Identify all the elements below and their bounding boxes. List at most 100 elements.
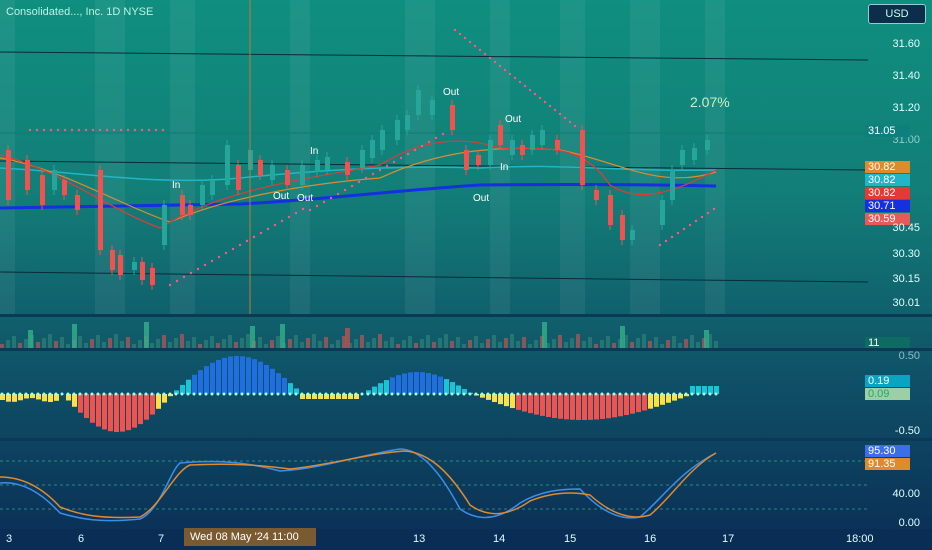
sar-dot	[77, 128, 81, 132]
osc-bar	[600, 394, 605, 419]
zero-dot	[24, 392, 28, 396]
stochastic-pane[interactable]	[0, 441, 868, 529]
zero-dot	[618, 392, 622, 396]
candle	[150, 268, 155, 285]
osc-bar	[480, 394, 485, 398]
volume-bar	[42, 338, 46, 348]
volume-bar	[684, 339, 688, 348]
price-pane[interactable]: Consolidated..., Inc. 1D NYSE 2.07% In I…	[0, 0, 868, 314]
candle	[370, 140, 375, 158]
zero-dot	[702, 392, 706, 396]
volume-pane[interactable]	[0, 317, 868, 348]
oscillator-pane[interactable]	[0, 351, 868, 438]
candle	[325, 157, 330, 170]
sar-dot	[483, 52, 487, 56]
time-axis[interactable]	[0, 529, 932, 550]
pane-divider[interactable]	[0, 348, 932, 351]
volume-bar	[516, 341, 520, 348]
volume-bar	[24, 339, 28, 348]
volume-bar	[600, 340, 604, 348]
volume-bar	[606, 336, 610, 348]
sar-dot	[322, 200, 326, 204]
candle	[510, 140, 515, 155]
zero-dot	[78, 392, 82, 396]
sar-dot	[406, 152, 410, 156]
volume-bar	[90, 339, 94, 348]
price-tick: 31.20	[892, 102, 920, 114]
volume-bar	[504, 338, 508, 348]
currency-button[interactable]: USD	[868, 4, 926, 24]
zero-dot	[474, 392, 478, 396]
pane-divider[interactable]	[0, 314, 932, 317]
sar-dot	[371, 172, 375, 176]
volume-bar	[258, 337, 262, 348]
osc-bar	[576, 394, 581, 420]
candle	[555, 140, 560, 150]
session-band	[290, 0, 310, 314]
volume-bar	[378, 334, 382, 348]
osc-bar	[456, 385, 461, 394]
volume-bar	[474, 336, 478, 348]
sar-dot	[712, 207, 716, 211]
volume-bar	[510, 334, 514, 348]
osc-bar	[552, 394, 557, 418]
zero-dot	[354, 392, 358, 396]
zero-dot	[324, 392, 328, 396]
volume-bar	[492, 335, 496, 348]
sar-dot	[468, 40, 472, 44]
volume-bar	[300, 342, 304, 348]
volume-bar	[654, 337, 658, 348]
sar-dot	[385, 164, 389, 168]
zero-dot	[246, 392, 250, 396]
pane-divider[interactable]	[0, 438, 932, 441]
osc-bar	[210, 362, 215, 394]
volume-bar	[372, 338, 376, 348]
volume-bar	[714, 341, 718, 348]
signal-label: In	[310, 146, 319, 157]
candle	[416, 90, 421, 115]
osc-bar	[258, 361, 263, 394]
price-axis[interactable]: USD 31.60 31.40 31.20 31.00 31.05 30.82 …	[865, 0, 932, 314]
zero-dot	[534, 392, 538, 396]
zero-dot	[696, 392, 700, 396]
zero-dot	[684, 392, 688, 396]
volume-bar	[0, 344, 4, 348]
sar-dot	[49, 128, 53, 132]
volume-bar	[558, 335, 562, 348]
osc-bar	[408, 372, 413, 394]
volume-tag: 11	[865, 337, 910, 349]
volume-bar	[594, 344, 598, 348]
zero-dot	[294, 392, 298, 396]
zero-dot	[156, 392, 160, 396]
time-label: 16	[644, 533, 657, 545]
volume-bar	[156, 339, 160, 348]
sar-dot	[392, 160, 396, 164]
ma-orange-line	[0, 147, 717, 223]
osc-bar	[690, 386, 695, 394]
volume-bar	[612, 343, 616, 348]
sar-dot	[126, 128, 130, 132]
osc-bar	[30, 394, 35, 399]
signal-label: In	[500, 162, 509, 173]
zero-dot	[594, 392, 598, 396]
osc-tag: 0.19	[865, 375, 910, 387]
sar-dot	[558, 112, 562, 116]
volume-bar	[414, 343, 418, 348]
symbol-title: Consolidated..., Inc. 1D NYSE	[6, 6, 154, 18]
volume-bar	[318, 341, 322, 348]
candle	[594, 190, 599, 200]
sar-dot	[63, 128, 67, 132]
osc-bar	[342, 394, 347, 399]
sar-dot	[280, 219, 284, 223]
osc-bar	[546, 394, 551, 417]
osc-bar	[162, 394, 167, 403]
zero-dot	[516, 392, 520, 396]
volume-bar	[138, 340, 142, 348]
osc-bar	[492, 394, 497, 403]
osc-bar	[582, 394, 587, 420]
osc-bar	[18, 394, 23, 401]
volume-bar	[672, 336, 676, 348]
volume-bar	[480, 343, 484, 348]
zero-dot	[126, 392, 130, 396]
volume-bar	[620, 326, 625, 348]
